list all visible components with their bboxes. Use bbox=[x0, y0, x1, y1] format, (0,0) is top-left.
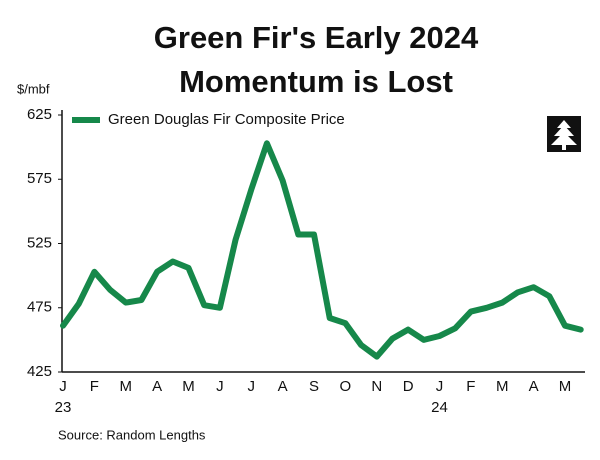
x-tick-label: J bbox=[436, 378, 444, 395]
x-tick-label: J bbox=[248, 378, 256, 395]
y-tick-label: 475 bbox=[27, 299, 52, 316]
x-tick-label: N bbox=[371, 378, 382, 395]
y-tick-label: 575 bbox=[27, 170, 52, 187]
x-tick-label: F bbox=[90, 378, 99, 395]
x-tick-label: J bbox=[216, 378, 224, 395]
x-year-label: 24 bbox=[431, 399, 448, 416]
logo bbox=[547, 116, 581, 152]
x-tick-label: F bbox=[466, 378, 475, 395]
x-tick-label: A bbox=[152, 378, 162, 395]
x-tick-label: A bbox=[278, 378, 288, 395]
data-line bbox=[60, 140, 584, 360]
y-tick-label: 625 bbox=[27, 106, 52, 123]
x-tick-label: M bbox=[559, 378, 572, 395]
legend-label: Green Douglas Fir Composite Price bbox=[108, 111, 345, 128]
y-tick-label: 425 bbox=[27, 363, 52, 380]
chart-title: Green Fir's Early 2024 bbox=[154, 20, 479, 55]
x-tick-label: J bbox=[59, 378, 67, 395]
x-tick-label: M bbox=[496, 378, 509, 395]
x-tick-label: D bbox=[403, 378, 414, 395]
source-note: Source: Random Lengths bbox=[58, 427, 206, 442]
y-tick-label: 525 bbox=[27, 234, 52, 251]
x-tick-label: A bbox=[529, 378, 539, 395]
x-tick-label: S bbox=[309, 378, 319, 395]
x-tick-label: O bbox=[340, 378, 352, 395]
x-tick-label: M bbox=[182, 378, 195, 395]
x-year-label: 23 bbox=[55, 399, 72, 416]
chart-title: Momentum is Lost bbox=[179, 64, 453, 99]
y-axis-label: $/mbf bbox=[17, 81, 50, 96]
x-tick-label: M bbox=[120, 378, 133, 395]
